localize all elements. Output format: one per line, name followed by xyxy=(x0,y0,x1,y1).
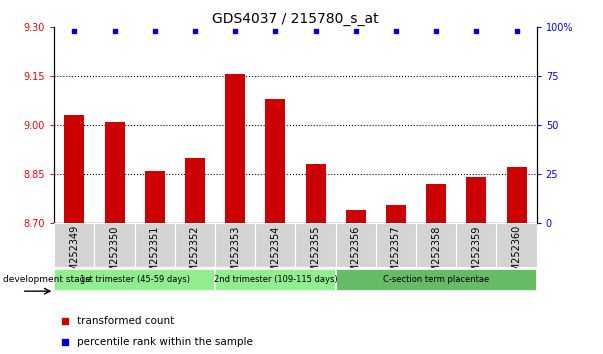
Bar xyxy=(386,205,406,223)
Bar xyxy=(65,115,84,223)
Bar xyxy=(507,167,526,223)
Bar xyxy=(466,177,487,223)
Text: 1st trimester (45-59 days): 1st trimester (45-59 days) xyxy=(80,275,190,284)
Text: GSM252358: GSM252358 xyxy=(431,225,441,285)
Bar xyxy=(104,121,125,223)
Text: transformed count: transformed count xyxy=(77,316,175,326)
Bar xyxy=(426,184,446,223)
Text: percentile rank within the sample: percentile rank within the sample xyxy=(77,337,253,347)
Bar xyxy=(456,223,496,267)
Text: GSM252359: GSM252359 xyxy=(472,225,481,285)
Bar xyxy=(336,268,537,291)
Bar xyxy=(215,268,336,291)
Text: GSM252356: GSM252356 xyxy=(351,225,361,285)
Text: GSM252351: GSM252351 xyxy=(150,225,160,285)
Text: GSM252357: GSM252357 xyxy=(391,225,401,285)
Bar xyxy=(175,223,215,267)
Bar xyxy=(145,171,165,223)
Bar xyxy=(346,210,366,223)
Bar xyxy=(295,223,336,267)
Text: GSM252354: GSM252354 xyxy=(270,225,280,285)
Text: development stage: development stage xyxy=(2,275,90,284)
Bar xyxy=(496,223,537,267)
Text: C-section term placentae: C-section term placentae xyxy=(383,275,489,284)
Bar xyxy=(185,158,205,223)
Bar xyxy=(306,164,326,223)
Text: GSM252360: GSM252360 xyxy=(511,225,522,285)
Bar xyxy=(54,223,95,267)
Bar xyxy=(54,268,215,291)
Text: GSM252352: GSM252352 xyxy=(190,225,200,285)
Text: GSM252349: GSM252349 xyxy=(69,225,80,285)
Bar xyxy=(265,98,285,223)
Bar xyxy=(225,74,245,223)
Text: GSM252355: GSM252355 xyxy=(311,225,321,285)
Bar xyxy=(95,223,134,267)
Title: GDS4037 / 215780_s_at: GDS4037 / 215780_s_at xyxy=(212,12,379,25)
Bar xyxy=(215,223,255,267)
Bar xyxy=(336,223,376,267)
Text: 2nd trimester (109-115 days): 2nd trimester (109-115 days) xyxy=(213,275,337,284)
Bar xyxy=(376,223,416,267)
Text: GSM252353: GSM252353 xyxy=(230,225,240,285)
Bar xyxy=(416,223,456,267)
Text: GSM252350: GSM252350 xyxy=(110,225,119,285)
Bar xyxy=(255,223,295,267)
Bar xyxy=(134,223,175,267)
